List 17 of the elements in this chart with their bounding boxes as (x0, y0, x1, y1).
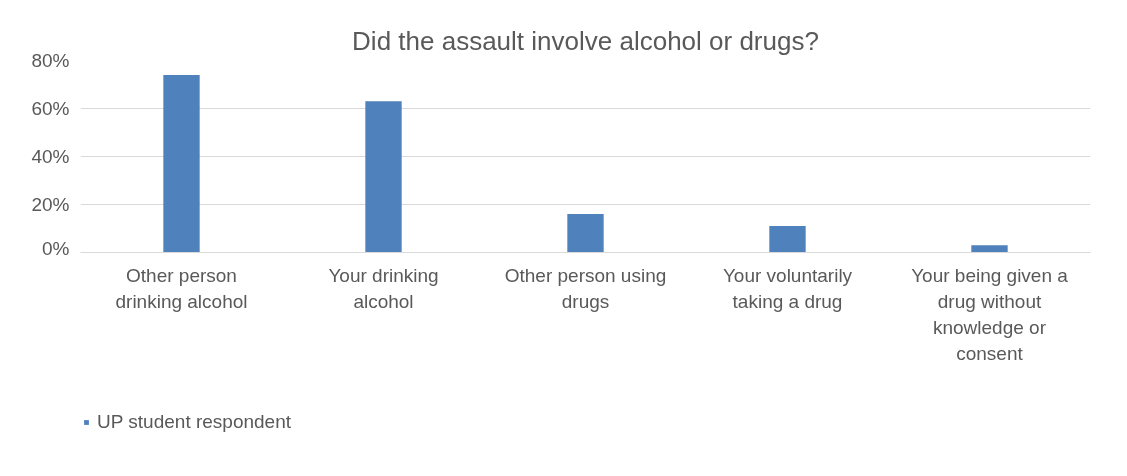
x-tick-label: Your voluntarily taking a drug (722, 264, 853, 312)
bar (769, 226, 806, 253)
x-tick-label: Your being given a drug without knowledge or consent (911, 264, 1069, 365)
y-tick-label: 60% (31, 98, 70, 119)
x-tick-label: Other person drinking alcohol (115, 264, 248, 312)
chart-title: Did the assault involve alcohol or drugs? (352, 25, 819, 56)
y-tick-label: 20% (31, 194, 70, 215)
bar (163, 74, 200, 253)
y-tick-label: 40% (31, 146, 70, 167)
legend-label: UP student respondent (97, 411, 292, 433)
y-tick-label: 80% (31, 50, 70, 71)
bar (971, 245, 1008, 253)
bar (365, 101, 402, 253)
bar (567, 214, 604, 253)
x-tick-label: Other person using drugs (504, 264, 667, 312)
y-tick-label: 0% (42, 237, 70, 259)
x-tick-label: Your drinking alcohol (328, 264, 439, 312)
